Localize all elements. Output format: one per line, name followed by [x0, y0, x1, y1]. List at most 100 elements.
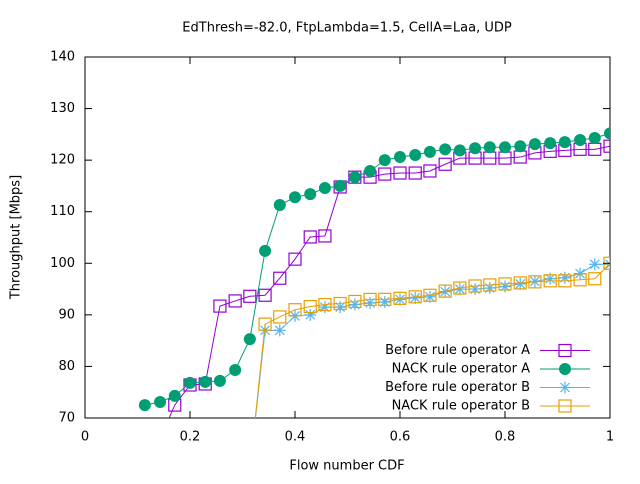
point — [228, 294, 242, 308]
legend-marker — [559, 381, 571, 394]
point — [258, 288, 272, 302]
point — [409, 291, 422, 304]
point — [304, 308, 317, 321]
y-tick-label: 130 — [50, 101, 75, 116]
point — [438, 284, 452, 298]
y-tick-label: 70 — [58, 411, 75, 426]
point — [544, 137, 557, 150]
point — [348, 294, 362, 309]
point — [558, 274, 572, 288]
legend-marker — [558, 399, 572, 413]
point — [453, 283, 466, 296]
y-tick-label: 140 — [50, 50, 75, 65]
point — [229, 364, 242, 377]
point — [469, 283, 482, 296]
x-tick-label: 0.4 — [285, 430, 306, 445]
point — [318, 229, 332, 243]
y-tick-label: 120 — [50, 153, 75, 168]
point — [258, 317, 272, 331]
point — [364, 164, 377, 177]
point — [514, 140, 527, 153]
point — [499, 141, 511, 154]
x-tick-label: 0.8 — [495, 430, 516, 445]
series-line — [254, 262, 610, 418]
point — [394, 151, 406, 164]
point — [603, 139, 610, 153]
y-tick-label: 110 — [50, 204, 75, 219]
point — [423, 290, 436, 303]
point — [168, 389, 181, 402]
point — [528, 138, 541, 151]
y-tick-label: 90 — [58, 307, 75, 322]
legend-marker — [558, 343, 572, 358]
point — [468, 279, 482, 293]
point — [304, 188, 317, 201]
y-tick-label: 80 — [58, 359, 75, 374]
point — [528, 275, 542, 289]
point — [348, 171, 361, 184]
point — [138, 399, 151, 412]
plot-area — [138, 127, 610, 476]
point — [244, 464, 256, 476]
x-tick-label: 0.2 — [180, 430, 201, 445]
point — [199, 375, 212, 388]
point — [393, 291, 407, 305]
x-axis-label: Flow number CDF — [289, 459, 404, 474]
point — [273, 324, 286, 337]
y-tick-label: 100 — [50, 256, 75, 271]
point — [483, 278, 497, 292]
point — [423, 164, 437, 178]
point — [364, 296, 377, 309]
point — [604, 127, 610, 140]
point — [588, 131, 601, 144]
legend-label: NACK rule operator A — [392, 362, 530, 377]
plot-border — [84, 56, 611, 419]
point — [154, 396, 167, 409]
point — [483, 282, 496, 295]
point — [513, 276, 527, 290]
point — [288, 252, 302, 266]
point — [543, 274, 557, 288]
point — [288, 303, 302, 317]
point — [318, 181, 331, 194]
point — [273, 199, 286, 212]
point — [408, 290, 422, 304]
point — [184, 376, 196, 389]
point — [498, 277, 512, 291]
point — [318, 297, 332, 312]
legend-marker — [559, 363, 571, 375]
point — [408, 166, 422, 180]
point — [244, 464, 256, 476]
point — [259, 244, 272, 257]
point — [318, 301, 331, 314]
x-tick-label: 1 — [606, 430, 614, 445]
point — [439, 143, 452, 156]
y-axis-label: Throughput [Mbps] — [9, 175, 24, 300]
point — [574, 134, 587, 147]
point — [483, 141, 496, 154]
point — [213, 374, 226, 387]
point — [573, 273, 587, 287]
point — [303, 230, 317, 244]
point — [378, 167, 392, 181]
legend-label: Before rule operator B — [385, 380, 530, 395]
point — [243, 289, 257, 303]
point — [588, 258, 601, 271]
point — [334, 301, 347, 314]
point — [273, 271, 287, 285]
point — [333, 296, 347, 311]
point — [378, 292, 392, 306]
point — [423, 145, 436, 158]
point — [363, 292, 377, 306]
legend-label: Before rule operator A — [385, 343, 530, 358]
point — [528, 275, 541, 288]
point — [453, 281, 467, 295]
point — [213, 299, 227, 313]
point — [438, 157, 452, 171]
series-line — [144, 132, 610, 406]
point — [558, 136, 571, 149]
point — [453, 144, 466, 157]
point — [604, 258, 610, 271]
